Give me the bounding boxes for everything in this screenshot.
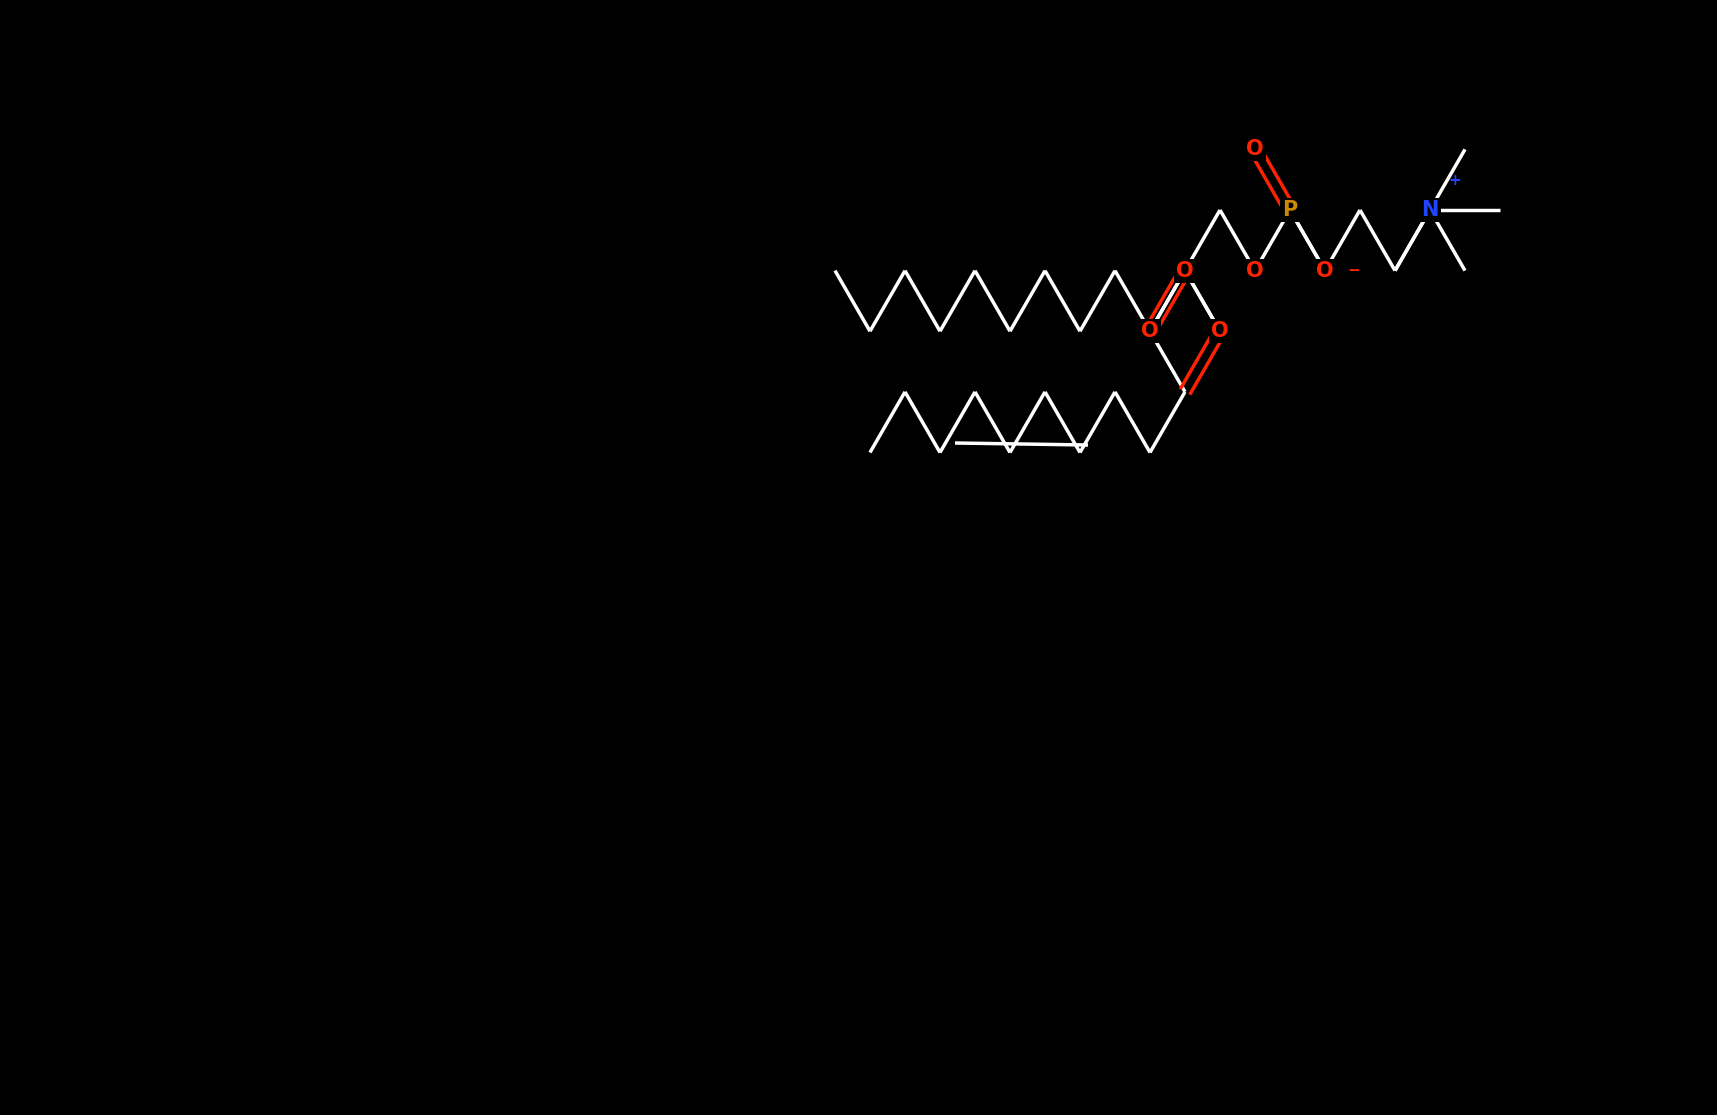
Text: N: N — [1422, 200, 1439, 220]
Text: −: − — [1348, 263, 1360, 278]
Text: O: O — [1247, 139, 1264, 159]
Text: P: P — [1283, 200, 1298, 220]
Text: O: O — [1247, 261, 1264, 281]
Text: O: O — [1317, 261, 1334, 281]
Text: O: O — [1176, 261, 1193, 281]
Text: O: O — [1317, 261, 1334, 281]
Text: O: O — [1210, 321, 1229, 341]
Text: O: O — [1176, 261, 1193, 281]
Text: +: + — [1447, 173, 1461, 188]
Text: O: O — [1142, 321, 1159, 341]
